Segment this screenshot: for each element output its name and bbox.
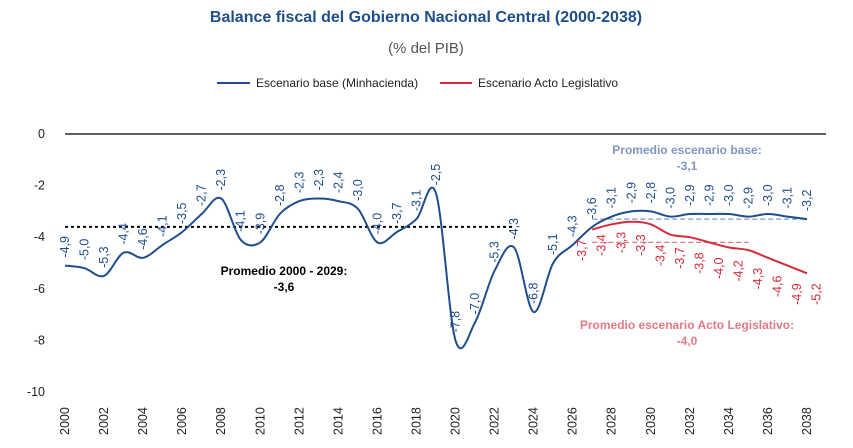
data-label-acto: -3,4 (595, 234, 609, 256)
y-tick-label: -2 (34, 179, 45, 193)
series-line-base (64, 186, 808, 350)
x-tick-label: 2022 (488, 407, 502, 435)
series-lines (64, 186, 808, 350)
data-label-acto: -4,9 (790, 283, 804, 305)
data-label-base: -3,9 (253, 213, 267, 235)
data-label-acto: -5,2 (810, 283, 824, 305)
data-label-base: -3,6 (585, 197, 599, 219)
average-lines: Promedio 2000 - 2029: -3,6 Promedio escena… (65, 143, 807, 348)
data-label-base: -5,3 (97, 246, 111, 268)
x-axis: 2000 2002 2004 2006 2008 2010 2012 2014 2016 2018… (58, 407, 814, 435)
data-label-acto: -4,3 (751, 268, 765, 290)
data-label-base: -4,1 (234, 210, 248, 232)
data-label-base: -2,9 (683, 184, 697, 206)
data-label-base: -3,2 (800, 190, 814, 212)
data-label-base: -4,0 (370, 213, 384, 235)
data-label-acto: -3,3 (614, 232, 628, 254)
y-tick-label: -8 (34, 333, 45, 347)
x-tick-label: 2038 (800, 407, 814, 435)
average-label-avg_acto: Promedio escenario Acto Legislativo: (580, 318, 794, 332)
average-value-avg_base: -3,1 (677, 159, 698, 173)
x-tick-label: 2024 (527, 407, 541, 435)
data-label-base: -3,0 (351, 179, 365, 201)
x-tick-label: 2030 (644, 407, 658, 435)
data-label-base: -7,8 (449, 311, 463, 333)
data-label-base: -3,1 (605, 187, 619, 209)
data-label-base: -4,3 (566, 215, 580, 237)
data-label-base: -2,7 (195, 184, 209, 206)
y-tick-label: -6 (34, 282, 45, 296)
data-label-base: -5,1 (546, 233, 560, 255)
data-label-base: -7,0 (468, 293, 482, 315)
data-label-base: -2,4 (331, 171, 345, 193)
y-tick-label: -4 (34, 230, 45, 244)
x-tick-label: 2032 (683, 407, 697, 435)
legend-label-base: Escenario base (Minhacienda) (256, 76, 418, 90)
data-label-base: -2,3 (312, 169, 326, 191)
data-label-base: -4,3 (507, 218, 521, 240)
data-label-base: -3,5 (175, 202, 189, 224)
x-tick-label: 2014 (331, 407, 345, 435)
x-tick-label: 2034 (722, 407, 736, 435)
data-label-base: -3,1 (780, 187, 794, 209)
data-label-base: -3,7 (390, 202, 404, 224)
series-line-acto (591, 220, 808, 275)
x-tick-label: 2002 (97, 407, 111, 435)
data-label-base: -4,9 (58, 236, 72, 258)
x-tick-label: 2008 (214, 407, 228, 435)
data-label-acto: -3,8 (692, 252, 706, 274)
legend-label-acto: Escenario Acto Legislativo (478, 76, 618, 90)
data-label-base: -3,0 (761, 184, 775, 206)
data-labels: -4,9 -5,0 -5,3 -4,4 -4,6 -4,1 -3,5 -2,7 -2,3 -4,1… (58, 164, 824, 333)
data-label-base: -2,9 (624, 182, 638, 204)
data-label-base: -4,4 (117, 223, 131, 245)
data-label-base: -2,8 (644, 182, 658, 204)
data-label-acto: -3,4 (653, 245, 667, 267)
x-tick-label: 2012 (292, 407, 306, 435)
data-label-base: -2,9 (702, 184, 716, 206)
data-label-acto: -3,7 (673, 247, 687, 269)
data-label-base: -2,5 (429, 164, 443, 186)
data-label-acto: -3,7 (575, 239, 589, 261)
y-tick-label: -10 (27, 385, 45, 399)
data-label-base: -2,3 (214, 169, 228, 191)
average-value-hist: -3,6 (274, 280, 295, 294)
data-label-base: -2,8 (273, 184, 287, 206)
x-tick-label: 2026 (566, 407, 580, 435)
y-tick-label: 0 (38, 127, 45, 141)
data-label-acto: -3,3 (634, 234, 648, 256)
data-label-base: -5,0 (78, 239, 92, 261)
x-tick-label: 2000 (58, 407, 72, 435)
x-tick-label: 2020 (449, 407, 463, 435)
x-tick-label: 2018 (409, 407, 423, 435)
data-label-base: -3,1 (409, 190, 423, 212)
average-label-avg_base: Promedio escenario base: (612, 143, 761, 157)
x-tick-label: 2016 (370, 407, 384, 435)
data-label-acto: -4,2 (731, 260, 745, 282)
x-tick-label: 2006 (175, 407, 189, 435)
y-axis: 0 -2 -4 -6 -8 -10 (27, 127, 826, 399)
data-label-acto: -4,6 (770, 276, 784, 298)
average-value-avg_acto: -4,0 (677, 334, 698, 348)
x-tick-label: 2036 (761, 407, 775, 435)
data-label-base: -2,3 (292, 171, 306, 193)
data-label-acto: -4,0 (712, 257, 726, 279)
data-label-base: -4,1 (156, 215, 170, 237)
data-label-base: -5,3 (488, 241, 502, 263)
x-tick-label: 2028 (605, 407, 619, 435)
x-tick-label: 2004 (136, 407, 150, 435)
data-label-base: -2,9 (741, 187, 755, 209)
x-tick-label: 2010 (253, 407, 267, 435)
chart-title: Balance fiscal del Gobierno Nacional Cen… (210, 9, 642, 26)
chart-subtitle: (% del PIB) (388, 40, 464, 57)
data-label-base: -3,0 (663, 187, 677, 209)
legend: Escenario base (Minhacienda) Escenario A… (217, 76, 618, 90)
data-label-base: -6,8 (527, 282, 541, 304)
data-label-base: -4,6 (136, 228, 150, 250)
data-label-base: -3,0 (722, 184, 736, 206)
average-label-hist: Promedio 2000 - 2029: (221, 264, 348, 278)
